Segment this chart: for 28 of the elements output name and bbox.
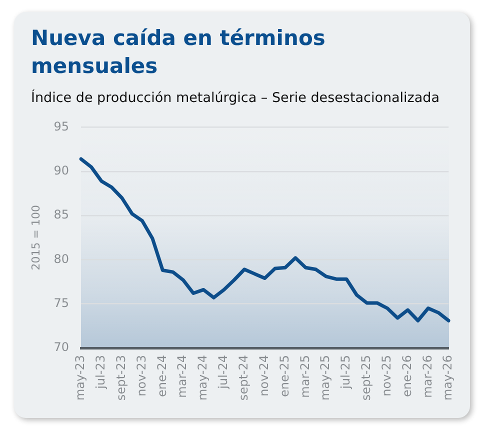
y-tick-label: 90 bbox=[54, 163, 69, 178]
y-axis-title: 2015 = 100 bbox=[29, 205, 42, 270]
x-tick-label: may-24 bbox=[196, 355, 210, 401]
x-tick-label: jul-24 bbox=[216, 355, 230, 390]
x-tick-label: jul-25 bbox=[338, 355, 353, 390]
chart-subtitle: Índice de producción metalúrgica – Serie desestacionalizada bbox=[31, 89, 440, 107]
x-tick-label: sept-23 bbox=[114, 355, 128, 401]
x-tick-label: may-23 bbox=[73, 355, 88, 401]
x-tick-label: jul-23 bbox=[94, 355, 108, 390]
x-tick-label: ene-24 bbox=[154, 355, 169, 397]
y-tick-label: 95 bbox=[54, 119, 69, 134]
y-tick-label: 80 bbox=[54, 252, 69, 266]
x-tick-label: mar-24 bbox=[175, 355, 190, 398]
y-tick-label: 75 bbox=[54, 296, 69, 310]
x-tick-label: may-26 bbox=[440, 355, 455, 401]
x-tick-label: may-25 bbox=[318, 355, 332, 401]
x-tick-label: nov-23 bbox=[134, 355, 148, 396]
y-tick-label: 70 bbox=[54, 340, 69, 354]
x-tick-label: mar-26 bbox=[420, 355, 434, 398]
x-tick-label: nov-24 bbox=[256, 355, 271, 396]
x-tick-label: nov-25 bbox=[379, 355, 394, 396]
x-tick-label: mar-25 bbox=[298, 355, 312, 398]
x-tick-label: sept-25 bbox=[359, 355, 374, 401]
x-tick-label: sept-24 bbox=[236, 355, 251, 401]
x-tick-label: ene-25 bbox=[277, 355, 292, 397]
y-tick-label: 85 bbox=[54, 208, 69, 222]
chart-title: Nueva caída en términos mensuales bbox=[31, 25, 326, 80]
x-tick-label: ene-26 bbox=[400, 355, 414, 397]
